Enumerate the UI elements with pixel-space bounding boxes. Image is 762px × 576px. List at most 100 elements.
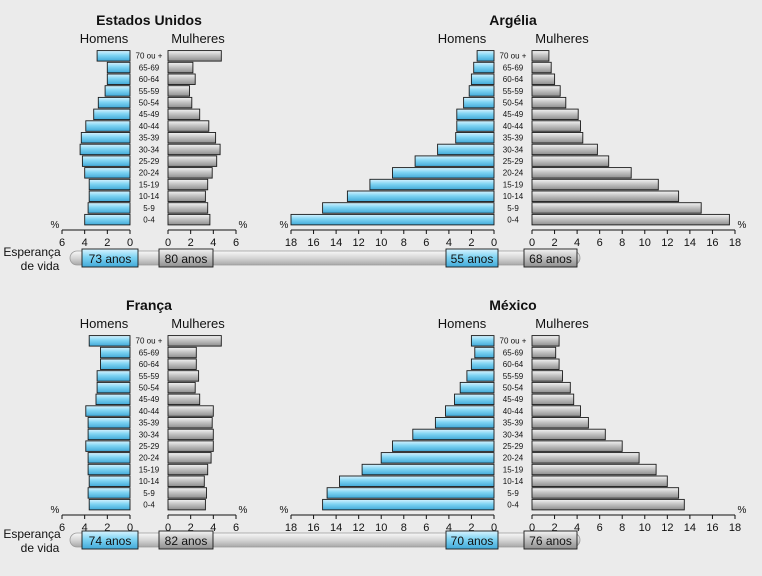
men-bar — [326, 487, 495, 499]
men-bar — [87, 202, 131, 214]
age-group-label: 65-69 — [503, 63, 524, 72]
women-bar — [531, 381, 571, 394]
men-bar — [414, 155, 495, 167]
men-bar — [93, 108, 131, 121]
women-bar — [531, 120, 581, 132]
men-tick-label: 6 — [423, 237, 429, 249]
men-bar — [476, 50, 495, 62]
men-bar — [95, 393, 131, 406]
women-bar — [167, 155, 218, 167]
men-tick-label: 6 — [59, 522, 65, 534]
percent-symbol-left: % — [51, 505, 60, 516]
men-tick-label: 10 — [375, 237, 387, 249]
men-tick-label: 8 — [401, 522, 407, 534]
men-bar — [412, 428, 495, 441]
women-bar — [531, 370, 563, 382]
life-men-box — [445, 530, 499, 550]
men-bar — [84, 213, 131, 226]
life-expectancy-label: de vida — [21, 541, 60, 555]
women-bar — [531, 358, 560, 370]
panel-title: Argélia — [489, 12, 537, 28]
men-bar — [88, 475, 131, 487]
men-bar — [456, 108, 495, 121]
women-bar — [167, 475, 205, 487]
men-tick-label: 18 — [285, 237, 297, 249]
men-tick-label: 16 — [307, 237, 319, 249]
men-bar — [85, 405, 131, 417]
women-bar — [531, 190, 680, 202]
life-expectancy-band — [69, 532, 581, 548]
women-bar — [167, 202, 209, 214]
men-bar — [88, 335, 131, 347]
women-tick-label: 6 — [597, 522, 603, 534]
life-expectancy-band — [69, 250, 581, 266]
age-group-label: 30-34 — [139, 145, 160, 154]
men-tick-label: 4 — [82, 237, 88, 249]
women-bar — [167, 405, 214, 417]
pyramid-panel-3: França Homens Mulheres 0-4 5-9 10-14 15-19 20-2… — [51, 297, 248, 534]
women-bar — [531, 487, 680, 499]
age-group-label: 20-24 — [503, 454, 524, 463]
age-group-label: 50-54 — [503, 383, 524, 392]
women-tick-label: 4 — [574, 522, 580, 534]
women-tick-label: 14 — [684, 522, 696, 534]
women-bar — [167, 108, 201, 121]
men-bar — [392, 167, 495, 179]
age-group-label: 65-69 — [139, 348, 160, 357]
age-group-label: 40-44 — [503, 122, 524, 131]
life-women-box — [158, 248, 214, 268]
age-group-label: 60-64 — [503, 360, 524, 369]
life-women-box — [158, 530, 214, 550]
women-tick-label: 18 — [729, 237, 741, 249]
women-bar — [167, 370, 200, 382]
women-bar — [531, 178, 659, 191]
age-group-label: 10-14 — [503, 192, 524, 201]
women-tick-label: 10 — [639, 522, 651, 534]
women-bar — [167, 393, 201, 406]
women-bar — [531, 50, 550, 62]
life-women-value: 68 anos — [529, 252, 572, 266]
age-group-label: 25-29 — [139, 442, 160, 451]
women-bar — [531, 440, 623, 452]
age-group-label: 25-29 — [503, 442, 524, 451]
women-tick-label: 0 — [165, 522, 171, 534]
women-bar — [167, 335, 222, 347]
men-bar — [100, 358, 131, 370]
women-tick-label: 4 — [210, 237, 216, 249]
women-bar — [167, 61, 194, 74]
men-bar — [468, 85, 495, 97]
age-group-label: 35-39 — [503, 419, 524, 428]
women-bar — [531, 463, 657, 476]
women-tick-label: 16 — [706, 522, 718, 534]
women-tick-label: 18 — [729, 522, 741, 534]
pyramid-panel-1: Estados Unidos Homens Mulheres 0-4 5-9 10-14 1… — [51, 12, 248, 249]
men-tick-label: 0 — [491, 522, 497, 534]
men-tick-label: 6 — [423, 522, 429, 534]
men-bar — [392, 440, 495, 452]
women-bar — [167, 178, 209, 191]
men-tick-label: 14 — [330, 237, 342, 249]
life-men-value: 55 anos — [451, 252, 494, 266]
men-tick-label: 14 — [330, 522, 342, 534]
men-bar — [87, 463, 131, 476]
age-group-label: 35-39 — [503, 134, 524, 143]
women-bar — [167, 487, 207, 499]
men-bar — [463, 96, 495, 109]
women-bar — [531, 167, 632, 179]
men-bar — [470, 335, 495, 347]
age-group-label: 30-34 — [503, 145, 524, 154]
men-bar — [346, 190, 495, 202]
men-bar — [434, 417, 495, 429]
life-men-value: 70 anos — [451, 534, 494, 548]
life-men-value: 74 anos — [89, 534, 132, 548]
age-group-label: 60-64 — [139, 75, 160, 84]
women-bar — [531, 96, 567, 109]
men-bar — [474, 346, 495, 359]
age-group-label: 35-39 — [139, 134, 160, 143]
men-bar — [85, 120, 131, 132]
men-bar — [106, 73, 131, 85]
men-bar — [96, 381, 131, 394]
women-bar — [531, 346, 557, 359]
